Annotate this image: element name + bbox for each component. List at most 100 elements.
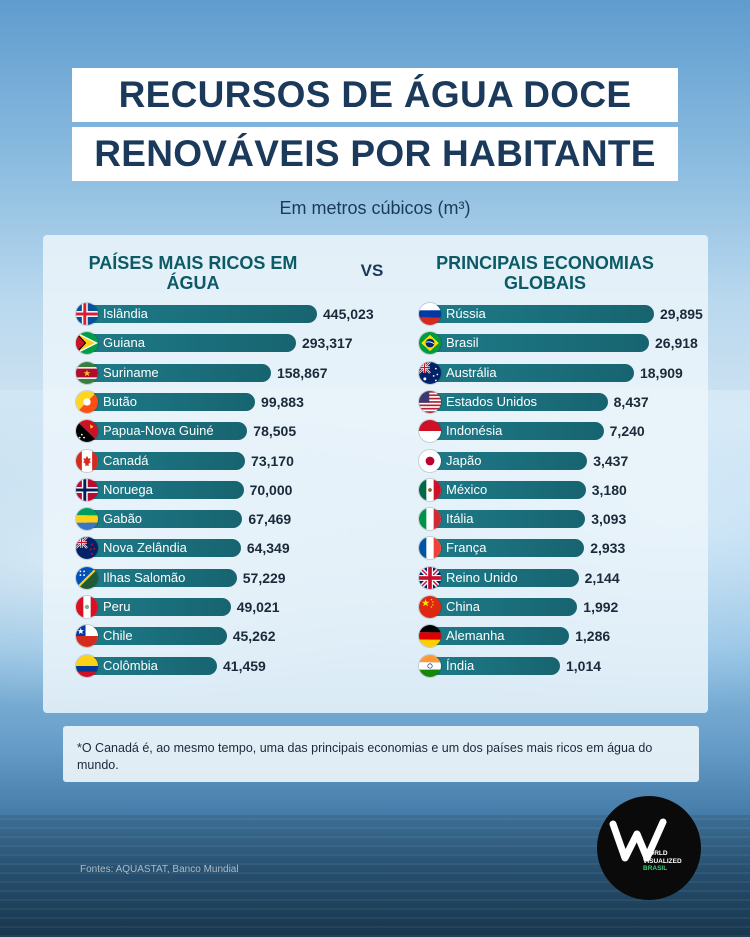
bar-category-label: Nova Zelândia (103, 540, 187, 556)
bar-value-label: 49,021 (236, 599, 280, 615)
bar (87, 451, 246, 470)
suriname-flag-icon (76, 361, 98, 384)
bar (87, 480, 244, 499)
china-flag-icon (419, 596, 441, 618)
bar-value-label: 1,014 (566, 657, 602, 674)
bar (430, 422, 604, 441)
bar-value-label: 18,909 (639, 364, 683, 381)
bar-row: Peru 49,021 (76, 596, 321, 618)
bar-row: Suriname 158,867 (76, 361, 361, 384)
bar-row: Estados Unidos 8,437 (419, 390, 698, 413)
bar-row: Chile 45,262 (76, 625, 317, 648)
bar-category-label: Estados Unidos (446, 393, 538, 409)
bar-row: Guiana 293,317 (76, 332, 386, 355)
peru-flag-icon (76, 596, 98, 618)
bar-value-label: 64,349 (246, 540, 290, 557)
bar-category-label: Indonésia (446, 423, 503, 439)
bar-value-label: 45,262 (232, 628, 276, 645)
bar-value-label: 78,505 (253, 423, 297, 440)
bar (430, 539, 585, 558)
bar-category-label: México (446, 481, 488, 497)
bar-value-label: 67,469 (248, 511, 292, 528)
bar-value-label: 1,286 (575, 628, 611, 645)
logo-line-3: BRASIL (643, 865, 668, 872)
right-column-title: PRINCIPAIS ECONOMIAS GLOBAIS (436, 253, 654, 293)
bar-category-label: Canadá (103, 452, 149, 468)
bar-value-label: 8,437 (613, 393, 649, 410)
bar-category-label: Colômbia (103, 657, 158, 673)
bar-category-label: Suriname (103, 364, 159, 380)
bar (87, 568, 237, 587)
solomon-islands-flag-icon (76, 566, 98, 589)
canada-flag-icon (76, 449, 98, 472)
germany-flag-icon (419, 625, 441, 648)
bar-row: Colômbia 41,459 (76, 654, 307, 677)
colombia-flag-icon (76, 654, 98, 677)
united-states-flag-icon (419, 390, 441, 413)
bar-category-label: Butão (103, 393, 137, 409)
bar-row: China 1,992 (419, 596, 667, 618)
bar (430, 451, 588, 470)
bar-category-label: Rússia (446, 306, 486, 321)
bar-value-label: 70,000 (249, 481, 293, 498)
bar-category-label: Brasil (446, 335, 479, 351)
bar-row: Islândia 445,023 (76, 303, 407, 325)
bar-value-label: 57,229 (242, 569, 286, 586)
bar-value-label: 7,240 (609, 423, 645, 440)
bar-category-label: Índia (446, 657, 475, 673)
bar-category-label: Itália (446, 511, 474, 527)
bar-value-label: 3,180 (591, 481, 627, 498)
bar (87, 363, 271, 382)
bar-category-label: Austrália (446, 364, 497, 380)
bar-category-label: França (446, 540, 487, 556)
bar-value-label: 3,093 (591, 511, 627, 528)
bar-value-label: 2,144 (584, 569, 620, 586)
mexico-flag-icon (419, 478, 441, 501)
bar (430, 656, 560, 675)
bar-row: Indonésia 7,240 (419, 420, 694, 443)
bar-value-label: 26,918 (655, 335, 698, 352)
bar-category-label: Alemanha (446, 628, 505, 644)
gabon-flag-icon (76, 508, 98, 531)
vs-label: VS (360, 261, 384, 280)
bar-value-label: 3,437 (593, 452, 629, 469)
sources-text: Fontes: AQUASTAT, Banco Mundial (80, 864, 239, 875)
bar-value-label: 293,317 (301, 335, 353, 352)
bar-row: Itália 3,093 (419, 508, 675, 531)
bar-value-label: 41,459 (223, 657, 266, 674)
norway-flag-icon (76, 478, 98, 501)
bar-row: Rússia 29,895 (419, 303, 744, 325)
logo-line-2: VISUALIZED (643, 857, 682, 865)
bar-value-label: 2,933 (590, 540, 626, 557)
bar-row: Índia 1,014 (419, 654, 650, 677)
france-flag-icon (419, 537, 441, 560)
papua-new-guinea-flag-icon (76, 420, 98, 443)
logo-text: WORLD VISUALIZED BRASIL (643, 850, 699, 873)
bar-row: Gabão 67,469 (76, 508, 332, 531)
chart-panel: PAÍSES MAIS RICOS EM ÁGUA VS PRINCIPAIS … (43, 235, 708, 713)
bar-value-label: 1,992 (583, 599, 619, 615)
bar-value-label: 29,895 (660, 306, 703, 322)
bar (87, 598, 231, 616)
chile-flag-icon (76, 625, 98, 648)
italy-flag-icon (419, 508, 441, 531)
indonesia-flag-icon (419, 420, 441, 443)
logo-line-1: WORLD (643, 850, 668, 857)
bar-category-label: Guiana (103, 335, 145, 351)
bar (87, 656, 217, 675)
bar-row: México 3,180 (419, 478, 676, 501)
bar-category-label: Japão (446, 452, 482, 468)
bar (87, 305, 317, 323)
brazil-flag-icon (419, 332, 441, 355)
bhutan-flag-icon (76, 390, 98, 413)
bar (430, 480, 586, 499)
iceland-flag-icon (76, 303, 98, 325)
bar-category-label: Reino Unido (446, 569, 518, 585)
bar (87, 334, 296, 353)
bar-row: Butão 99,883 (76, 390, 345, 413)
bar-category-label: China (446, 599, 480, 614)
bar-category-label: Papua-Nova Guiné (103, 423, 214, 439)
japan-flag-icon (419, 449, 441, 472)
bar-value-label: 99,883 (261, 393, 304, 410)
world-visualized-logo: WORLD VISUALIZED BRASIL (597, 796, 701, 900)
